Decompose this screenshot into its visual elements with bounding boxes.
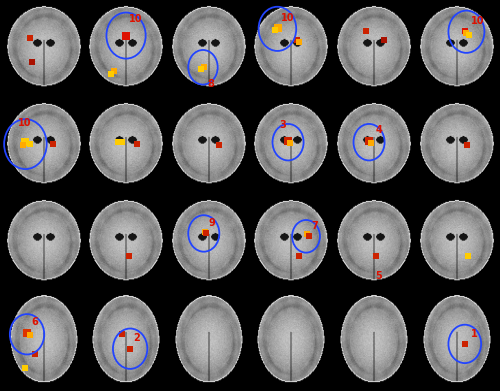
Point bbox=[464, 253, 472, 260]
Point bbox=[26, 35, 34, 41]
Point bbox=[118, 331, 126, 337]
Text: 9: 9 bbox=[208, 218, 216, 228]
Point bbox=[19, 142, 27, 148]
Text: 7: 7 bbox=[311, 221, 318, 231]
Point bbox=[284, 138, 292, 144]
Point bbox=[461, 341, 469, 347]
Point bbox=[49, 141, 57, 147]
Point bbox=[23, 330, 31, 337]
Point bbox=[122, 32, 130, 39]
Text: 10: 10 bbox=[280, 13, 294, 23]
Point bbox=[198, 66, 205, 72]
Text: 2: 2 bbox=[134, 334, 140, 343]
Text: 8: 8 bbox=[208, 79, 214, 89]
Point bbox=[28, 58, 36, 65]
Point bbox=[271, 27, 279, 33]
Point bbox=[124, 253, 132, 260]
Point bbox=[463, 142, 471, 148]
Text: 10: 10 bbox=[130, 14, 143, 25]
Point bbox=[461, 28, 469, 34]
Point bbox=[22, 139, 30, 145]
Text: 5: 5 bbox=[376, 271, 382, 281]
Point bbox=[216, 142, 224, 148]
Text: 1: 1 bbox=[472, 328, 478, 339]
Point bbox=[110, 68, 118, 74]
Point bbox=[26, 141, 34, 147]
Point bbox=[200, 64, 208, 70]
Point bbox=[294, 39, 302, 45]
Point bbox=[365, 138, 373, 144]
Point bbox=[293, 37, 301, 43]
Point bbox=[126, 346, 134, 352]
Point bbox=[465, 32, 473, 38]
Point bbox=[362, 28, 370, 34]
Point bbox=[372, 253, 380, 260]
Text: 6: 6 bbox=[31, 317, 38, 327]
Text: 10: 10 bbox=[18, 118, 32, 128]
Point bbox=[380, 37, 388, 43]
Point bbox=[200, 228, 208, 235]
Text: 10: 10 bbox=[472, 16, 485, 26]
Point bbox=[286, 140, 294, 146]
Text: 4: 4 bbox=[376, 125, 382, 135]
Point bbox=[26, 332, 34, 338]
Text: 3: 3 bbox=[279, 120, 286, 130]
Point bbox=[294, 253, 302, 260]
Point bbox=[114, 139, 122, 145]
Point bbox=[202, 230, 210, 237]
Point bbox=[303, 231, 311, 237]
Point bbox=[22, 365, 30, 371]
Point bbox=[304, 233, 312, 239]
Point bbox=[462, 30, 470, 36]
Point bbox=[118, 139, 126, 145]
Point bbox=[132, 141, 140, 147]
Point bbox=[108, 71, 116, 77]
Point bbox=[31, 352, 39, 358]
Point bbox=[366, 140, 374, 146]
Point bbox=[274, 25, 282, 31]
